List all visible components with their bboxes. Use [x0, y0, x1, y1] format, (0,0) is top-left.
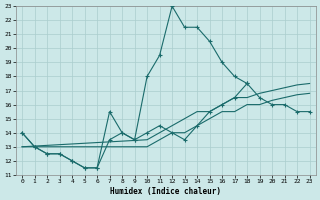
X-axis label: Humidex (Indice chaleur): Humidex (Indice chaleur)	[110, 187, 221, 196]
